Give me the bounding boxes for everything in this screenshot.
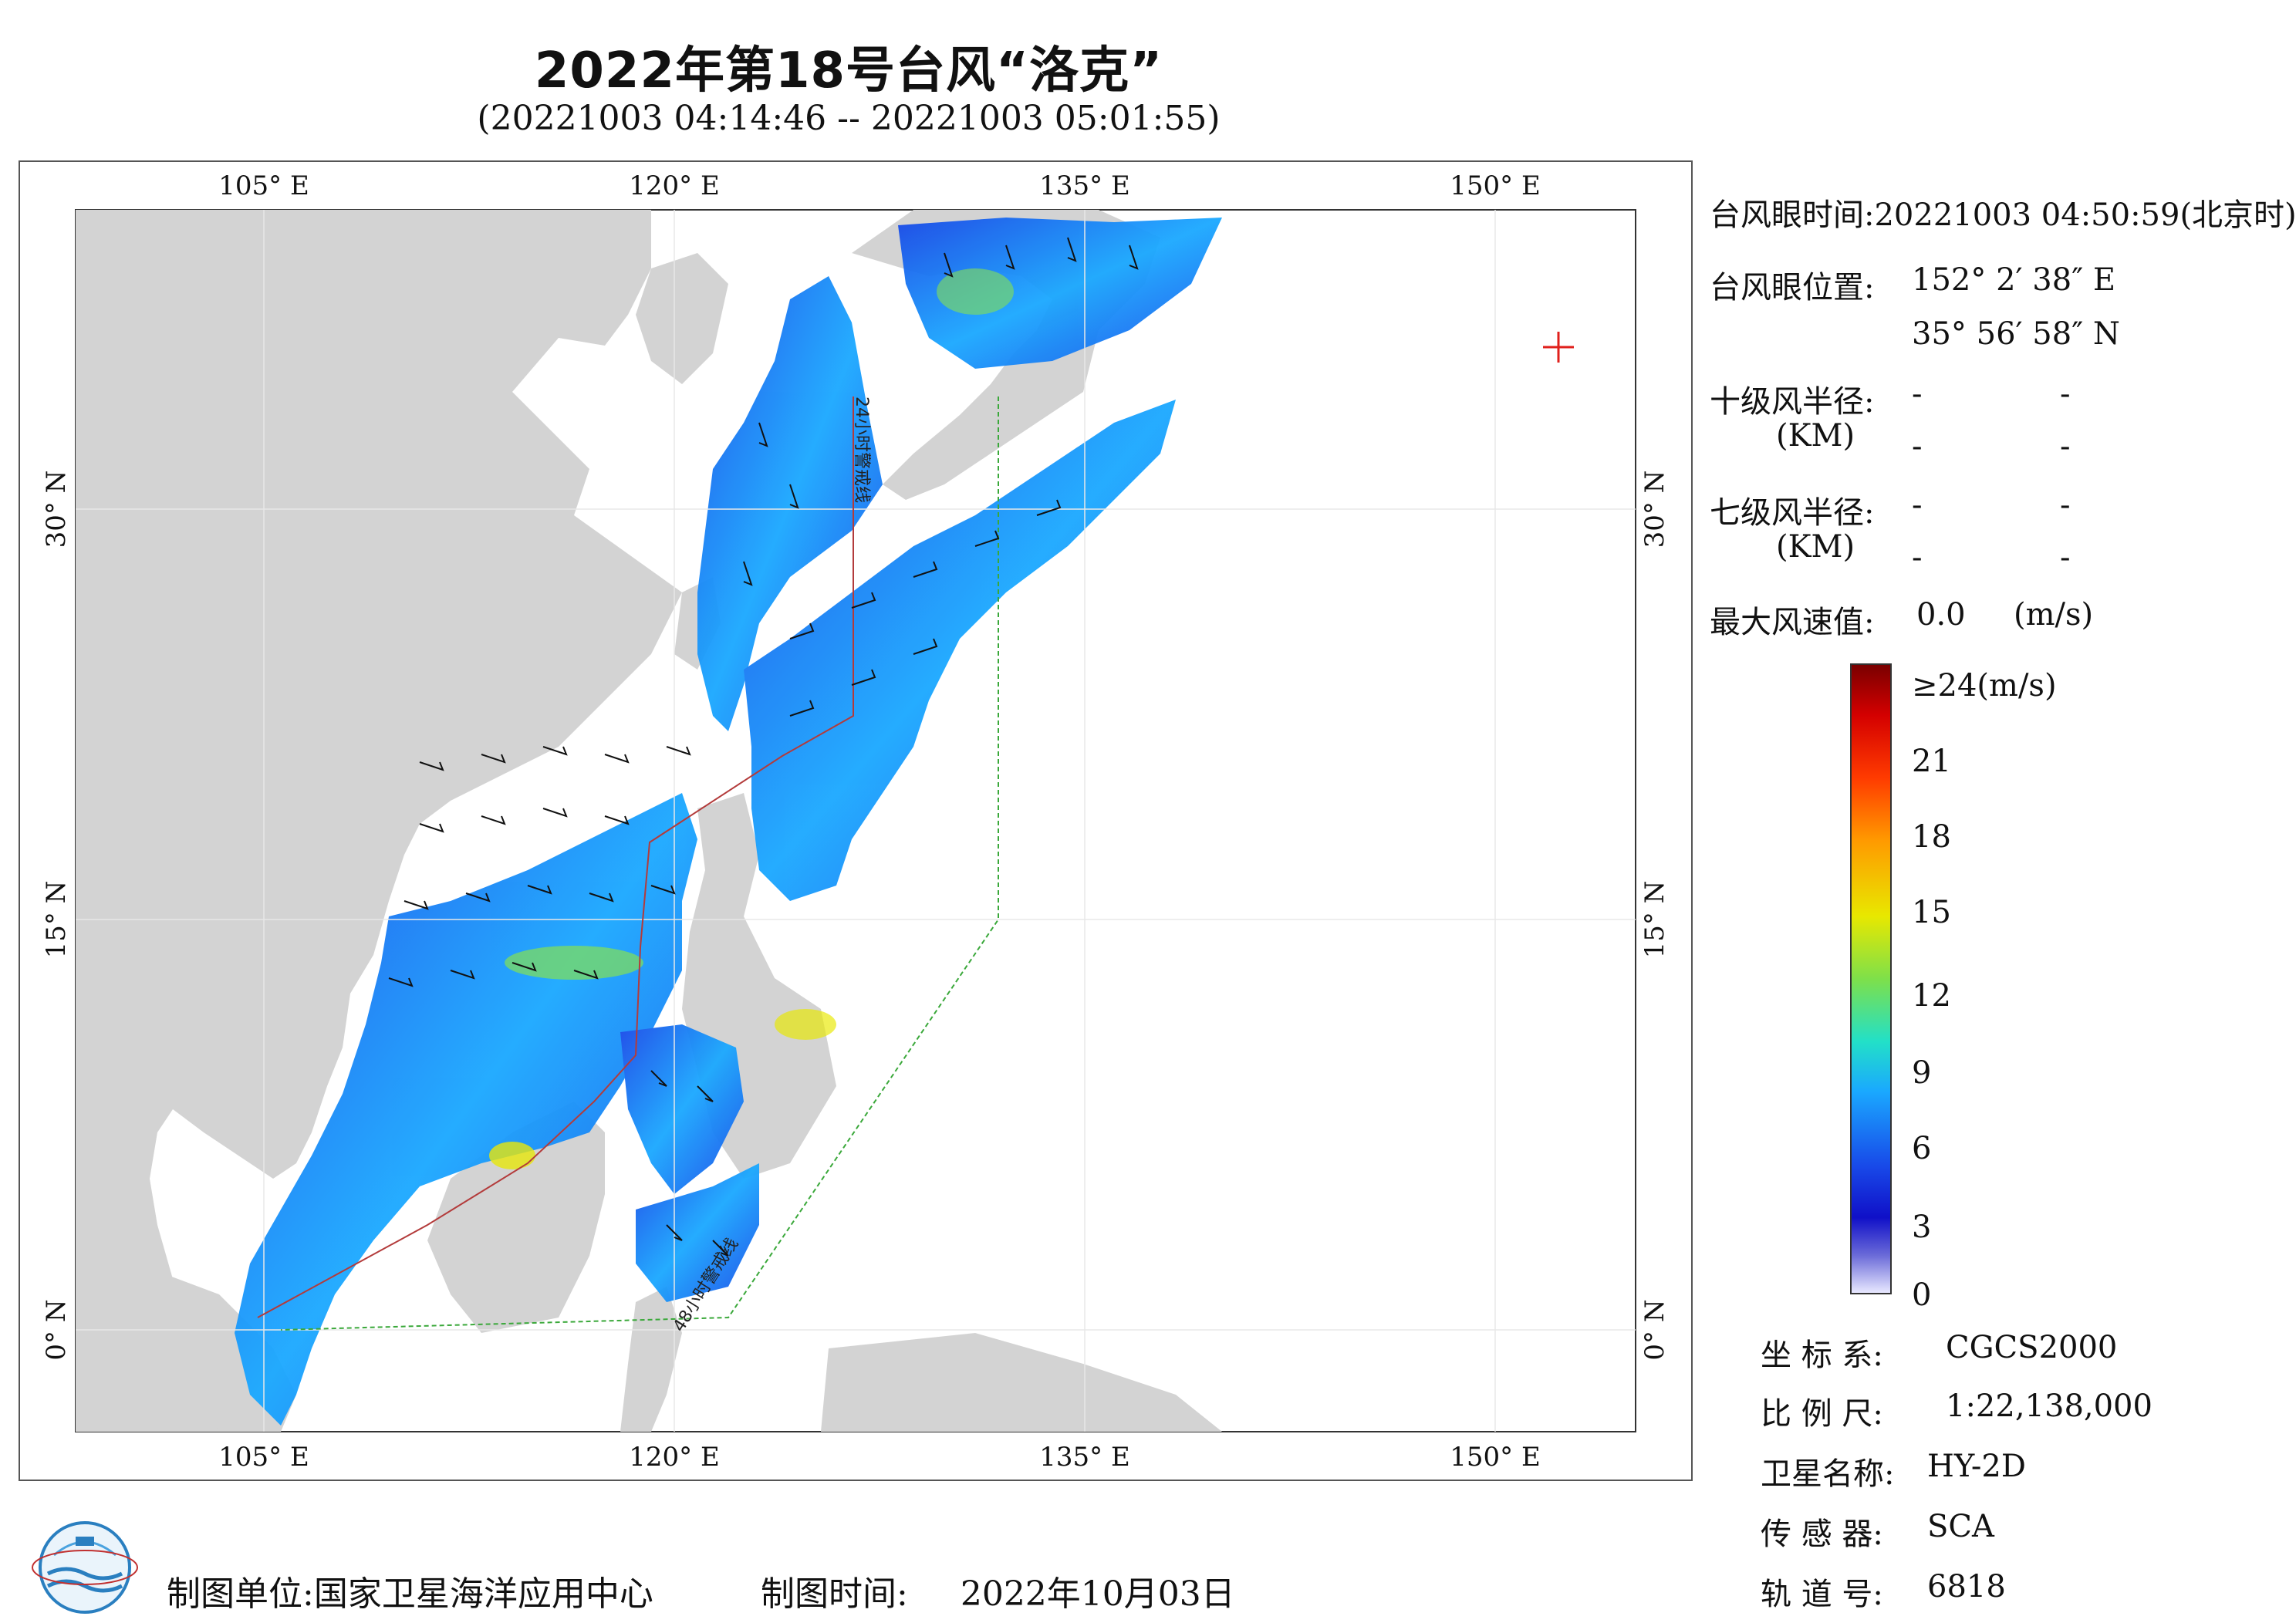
land-asia-mainland bbox=[76, 210, 682, 1432]
colorbar-tick-18: 18 bbox=[1912, 819, 1951, 855]
lat-tick-right-30: 30° N bbox=[1639, 471, 1670, 548]
swath-south2 bbox=[636, 1163, 759, 1302]
swath-highlight-2 bbox=[775, 1009, 836, 1040]
eye-lon: 152° 2′ 38″ E bbox=[1912, 262, 2116, 298]
land-new-guinea bbox=[821, 1333, 1222, 1432]
swath-highlight-4 bbox=[489, 1142, 535, 1169]
r10-dash-1: - bbox=[1912, 376, 1923, 412]
graticule bbox=[76, 210, 1636, 1432]
colorbar-tick-6: 6 bbox=[1912, 1131, 1932, 1166]
swath-south bbox=[620, 1024, 744, 1194]
r7-dash-4: - bbox=[2060, 540, 2071, 575]
eye-time-label: 台风眼时间: bbox=[1710, 197, 1875, 233]
warn-line-24h-label: 24小时警戒线 bbox=[852, 396, 871, 503]
footer-unit-value: 国家卫星海洋应用中心 bbox=[313, 1574, 653, 1614]
lon-tick-top-135: 135° E bbox=[1039, 170, 1130, 201]
swath-east-upper bbox=[697, 276, 883, 731]
swath-north bbox=[898, 218, 1222, 369]
orbit-value: 6818 bbox=[1927, 1569, 2006, 1604]
eye-lat: 35° 56′ 58″ N bbox=[1912, 316, 2120, 352]
lon-tick-top-150: 150° E bbox=[1450, 170, 1541, 201]
footer-unit-label: 制图单位: bbox=[167, 1574, 314, 1614]
lat-tick-left-0: 0° N bbox=[41, 1299, 72, 1360]
lon-tick-top-105: 105° E bbox=[218, 170, 309, 201]
colorbar bbox=[1850, 663, 1892, 1294]
wind-map[interactable]: 24小时警戒线 48小时警戒线 105° E 120° E 135° E 150… bbox=[19, 160, 1693, 1481]
scale-label: 比 例 尺: bbox=[1761, 1396, 1883, 1432]
swath-highlight-1 bbox=[505, 946, 643, 980]
colorbar-tick-21: 21 bbox=[1912, 744, 1951, 779]
warn-line-24h bbox=[257, 396, 854, 1318]
lat-tick-right-15: 15° N bbox=[1639, 881, 1670, 959]
crs-value: CGCS2000 bbox=[1946, 1330, 2118, 1365]
map-frame bbox=[19, 160, 1693, 1481]
r7-dash-1: - bbox=[1912, 488, 1923, 523]
colorbar-tick-9: 9 bbox=[1912, 1055, 1932, 1091]
lon-tick-top-120: 120° E bbox=[629, 170, 720, 201]
swath-east-mid bbox=[744, 400, 1176, 901]
r10-dash-4: - bbox=[2060, 429, 2071, 464]
eye-pos-label: 台风眼位置: bbox=[1710, 270, 1875, 305]
lon-tick-bottom-105: 105° E bbox=[218, 1442, 309, 1473]
max-wind-unit: (m/s) bbox=[2014, 597, 2094, 633]
warn-line-48h bbox=[280, 396, 999, 1331]
lat-tick-right-0: 0° N bbox=[1639, 1299, 1670, 1360]
crs-label: 坐 标 系: bbox=[1761, 1338, 1883, 1373]
typhoon-eye-marker bbox=[1543, 332, 1574, 363]
nsoas-logo-icon bbox=[32, 1521, 138, 1614]
map-subtitle: (20221003 04:14:46 -- 20221003 05:01:55) bbox=[477, 99, 1221, 138]
land-korea bbox=[636, 253, 728, 384]
map-title: 2022年第18号台风“洛克” bbox=[534, 42, 1163, 100]
max-wind-value: 0.0 bbox=[1916, 597, 1966, 633]
colorbar-top-label: ≥24(m/s) bbox=[1912, 668, 2057, 704]
max-wind-label: 最大风速值: bbox=[1710, 605, 1875, 640]
colorbar-tick-12: 12 bbox=[1912, 978, 1951, 1014]
lat-tick-left-30: 30° N bbox=[41, 471, 72, 548]
footer-time-label: 制图时间: bbox=[761, 1574, 908, 1614]
sensor-value: SCA bbox=[1927, 1509, 1994, 1544]
swath-highlight-3 bbox=[937, 268, 1014, 315]
eye-time-value: 20221003 04:50:59(北京时) bbox=[1874, 197, 2296, 233]
r7-dash-3: - bbox=[1912, 540, 1923, 575]
r7-label: 七级风半径: bbox=[1710, 495, 1875, 531]
land-borneo bbox=[427, 1102, 605, 1333]
r7-dash-2: - bbox=[2060, 488, 2071, 523]
lat-tick-left-15: 15° N bbox=[41, 881, 72, 959]
sensor-label: 传 感 器: bbox=[1761, 1517, 1883, 1552]
satellite-label: 卫星名称: bbox=[1761, 1456, 1895, 1492]
scale-value: 1:22,138,000 bbox=[1946, 1388, 2152, 1424]
r10-dash-2: - bbox=[2060, 376, 2071, 412]
wind-barbs bbox=[388, 237, 1139, 1257]
colorbar-tick-15: 15 bbox=[1912, 895, 1951, 930]
lon-tick-bottom-150: 150° E bbox=[1450, 1442, 1541, 1473]
footer-time-value: 2022年10月03日 bbox=[960, 1574, 1235, 1614]
r10-km-label: (KM) bbox=[1776, 418, 1855, 454]
r10-label: 十级风半径: bbox=[1710, 384, 1875, 420]
orbit-label: 轨 道 号: bbox=[1761, 1577, 1883, 1612]
lon-tick-bottom-135: 135° E bbox=[1039, 1442, 1130, 1473]
colorbar-tick-0: 0 bbox=[1912, 1277, 1932, 1313]
r10-dash-3: - bbox=[1912, 429, 1923, 464]
land-masses bbox=[76, 210, 1222, 1432]
satellite-value: HY-2D bbox=[1927, 1449, 2026, 1484]
colorbar-tick-3: 3 bbox=[1912, 1210, 1932, 1245]
lon-tick-bottom-120: 120° E bbox=[629, 1442, 720, 1473]
r7-km-label: (KM) bbox=[1776, 529, 1855, 565]
land-sulawesi bbox=[620, 1287, 682, 1432]
